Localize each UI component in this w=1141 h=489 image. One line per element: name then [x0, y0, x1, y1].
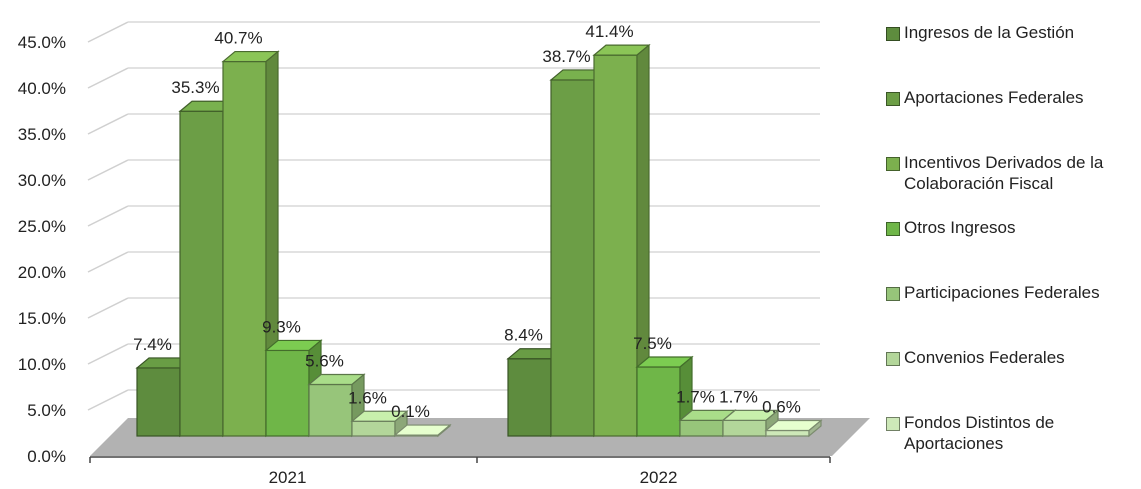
- gridline-wall: [87, 159, 129, 181]
- y-tick-label: 40.0%: [18, 79, 66, 98]
- gridline-wall: [87, 205, 129, 227]
- bar: [351, 420, 396, 437]
- data-label: 9.3%: [262, 317, 301, 336]
- legend-label: Participaciones Federales: [904, 283, 1100, 302]
- gridline-wall: [87, 113, 129, 135]
- y-tick-label: 30.0%: [18, 171, 66, 190]
- data-label: 1.6%: [348, 388, 387, 407]
- y-tick-label: 0.0%: [27, 447, 66, 466]
- y-tick-label: 45.0%: [18, 33, 66, 52]
- legend-label: Aportaciones Federales: [904, 88, 1084, 107]
- legend-item: Participaciones Federales: [886, 282, 1136, 347]
- legend-swatch: [886, 27, 900, 41]
- data-label: 41.4%: [585, 22, 633, 41]
- bar: [593, 54, 638, 437]
- y-tick-label: 25.0%: [18, 217, 66, 236]
- data-label: 1.7%: [676, 387, 715, 406]
- x-category-label: 2021: [269, 468, 307, 487]
- gridline-wall: [87, 389, 129, 411]
- data-labels: 7.4% 35.3% 40.7% 9.3%5.6%1.6%0.1% 8.4% 38.7% 4…: [133, 22, 801, 421]
- data-label: 0.1%: [391, 402, 430, 421]
- legend-label: Ingresos de la Gestión: [904, 23, 1075, 42]
- bar: [550, 79, 595, 437]
- legend-item: Ingresos de la Gestión: [886, 22, 1136, 87]
- data-label: 7.5%: [633, 334, 672, 353]
- data-label: 0.6%: [762, 397, 801, 416]
- x-axis-categories: 2021 2022: [269, 468, 678, 487]
- legend-swatch: [886, 157, 900, 171]
- y-tick-label: 20.0%: [18, 263, 66, 282]
- y-tick-label: 5.0%: [27, 401, 66, 420]
- y-tick-label: 15.0%: [18, 309, 66, 328]
- legend-item: Incentivos Derivados de la Colaboración …: [886, 152, 1136, 217]
- bar: [136, 367, 181, 437]
- legend-swatch: [886, 352, 900, 366]
- gridline-wall: [87, 297, 129, 319]
- legend-item: Otros Ingresos: [886, 217, 1136, 282]
- legend-label: Fondos Distintos de Aportaciones: [904, 413, 1055, 453]
- data-label: 5.6%: [305, 351, 344, 370]
- data-label: 40.7%: [214, 29, 262, 48]
- bar-side: [808, 419, 822, 438]
- legend: Ingresos de la Gestión Aportaciones Fede…: [886, 22, 1136, 477]
- gridline-wall: [87, 343, 129, 365]
- data-label: 7.4%: [133, 335, 172, 354]
- legend-swatch: [886, 92, 900, 106]
- chart-svg: 0.0% 5.0% 10.0% 15.0% 20.0% 25.0% 30.0% 35.0% 40…: [18, 21, 870, 487]
- legend-swatch: [886, 222, 900, 236]
- bar: [765, 429, 810, 437]
- legend-swatch: [886, 287, 900, 301]
- bar: [308, 383, 353, 437]
- legend-item: Aportaciones Federales: [886, 87, 1136, 152]
- y-axis-ticks: 0.0% 5.0% 10.0% 15.0% 20.0% 25.0% 30.0% 35.0% 40…: [18, 33, 66, 466]
- data-label: 38.7%: [542, 47, 590, 66]
- data-label: 35.3%: [171, 78, 219, 97]
- legend-label: Convenios Federales: [904, 348, 1065, 367]
- gridline-wall: [87, 67, 129, 89]
- legend-label: Otros Ingresos: [904, 218, 1016, 237]
- data-label: 1.7%: [719, 387, 758, 406]
- bar: [507, 358, 552, 437]
- bar: [636, 366, 681, 437]
- bar: [722, 419, 767, 437]
- legend-item: Fondos Distintos de Aportaciones: [886, 412, 1136, 477]
- bar: [222, 60, 267, 437]
- bar-side: [437, 423, 451, 438]
- data-label: 8.4%: [504, 326, 543, 345]
- bar: [265, 349, 310, 437]
- legend-item: Convenios Federales: [886, 347, 1136, 412]
- y-tick-label: 10.0%: [18, 355, 66, 374]
- legend-label: Incentivos Derivados de la Colaboración …: [904, 153, 1104, 193]
- bar: [679, 419, 724, 437]
- gridline-wall: [87, 251, 129, 273]
- bars: [135, 43, 823, 438]
- legend-swatch: [886, 417, 900, 431]
- x-category-label: 2022: [640, 468, 678, 487]
- y-tick-label: 35.0%: [18, 125, 66, 144]
- gridline-wall: [87, 21, 129, 43]
- bar: [179, 110, 224, 437]
